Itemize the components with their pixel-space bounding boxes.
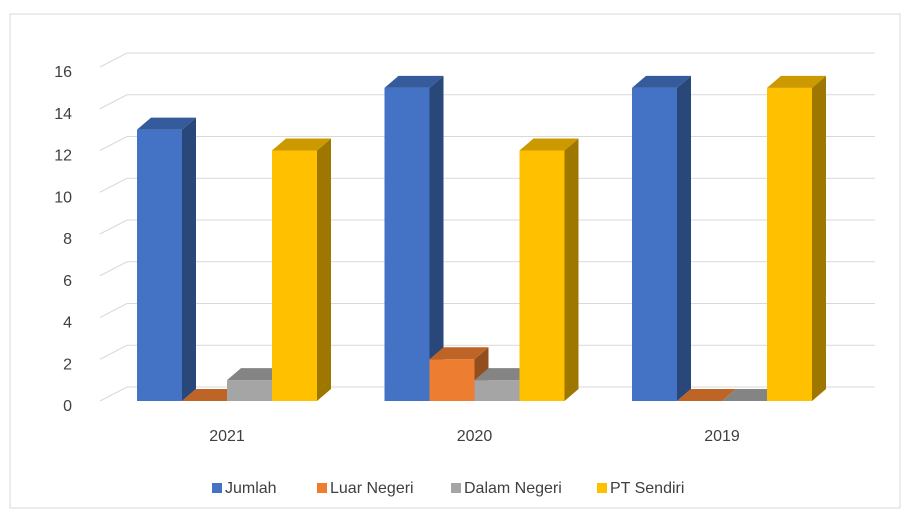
grid-line bbox=[99, 177, 875, 193]
y-tick-label: 10 bbox=[54, 189, 72, 206]
bar-side bbox=[429, 75, 444, 401]
legend-swatch bbox=[212, 483, 222, 493]
bar-front bbox=[767, 87, 812, 401]
bar-front bbox=[519, 150, 565, 401]
bar-top bbox=[227, 368, 286, 381]
bar-top bbox=[272, 138, 331, 151]
bar-top bbox=[474, 368, 534, 381]
y-tick-label: 6 bbox=[63, 273, 72, 290]
grid-line bbox=[99, 219, 875, 235]
legend-swatch bbox=[597, 483, 607, 493]
bar bbox=[137, 117, 196, 401]
x-tick-label: 2020 bbox=[457, 428, 493, 445]
bar-top bbox=[429, 347, 489, 360]
bar-top bbox=[632, 75, 691, 88]
x-tick-label: 2019 bbox=[704, 428, 740, 445]
legend-swatch bbox=[317, 483, 327, 493]
bar bbox=[632, 75, 691, 401]
legend-label: Jumlah bbox=[225, 480, 277, 497]
y-tick-label: 2 bbox=[63, 356, 72, 373]
bar bbox=[677, 389, 736, 401]
x-tick-label: 2021 bbox=[209, 428, 245, 445]
bar-front bbox=[272, 150, 317, 401]
bar-front bbox=[632, 87, 677, 401]
grid-line bbox=[99, 261, 875, 277]
grid-line bbox=[99, 386, 875, 402]
grid-line bbox=[99, 94, 875, 110]
bar-top bbox=[722, 389, 781, 401]
y-tick-label: 8 bbox=[63, 231, 72, 248]
y-tick-label: 0 bbox=[63, 398, 72, 415]
y-tick-label: 14 bbox=[54, 106, 72, 123]
bar-front bbox=[474, 380, 520, 401]
bar bbox=[272, 138, 331, 401]
bar bbox=[722, 389, 781, 401]
y-tick-label: 4 bbox=[63, 315, 72, 332]
bar bbox=[384, 75, 444, 401]
bar bbox=[519, 138, 579, 401]
bar-top bbox=[384, 75, 444, 88]
bar-top bbox=[677, 389, 736, 401]
bar-top bbox=[182, 389, 241, 401]
bar-front bbox=[137, 129, 182, 401]
bar-side bbox=[317, 138, 331, 401]
grid-line bbox=[99, 52, 875, 68]
y-tick-label: 16 bbox=[54, 64, 72, 81]
bar bbox=[767, 75, 826, 401]
bar-side bbox=[564, 138, 579, 401]
legend-label: Luar Negeri bbox=[330, 480, 414, 497]
bar-side bbox=[182, 117, 196, 401]
legend-label: PT Sendiri bbox=[610, 480, 684, 497]
bar-front bbox=[227, 380, 272, 401]
y-tick-label: 12 bbox=[54, 148, 72, 165]
grid-line bbox=[99, 344, 875, 360]
legend-label: Dalam Negeri bbox=[464, 480, 562, 497]
bar-side bbox=[677, 75, 691, 401]
bar-front bbox=[429, 359, 475, 401]
bar-side bbox=[812, 75, 826, 401]
bar bbox=[182, 389, 241, 401]
bar-front bbox=[384, 87, 430, 401]
bar-top bbox=[767, 75, 826, 88]
grid-line bbox=[99, 303, 875, 318]
bar-top bbox=[137, 117, 196, 130]
grid-line bbox=[99, 136, 875, 151]
legend-swatch bbox=[451, 483, 461, 493]
bar-top bbox=[519, 138, 579, 151]
